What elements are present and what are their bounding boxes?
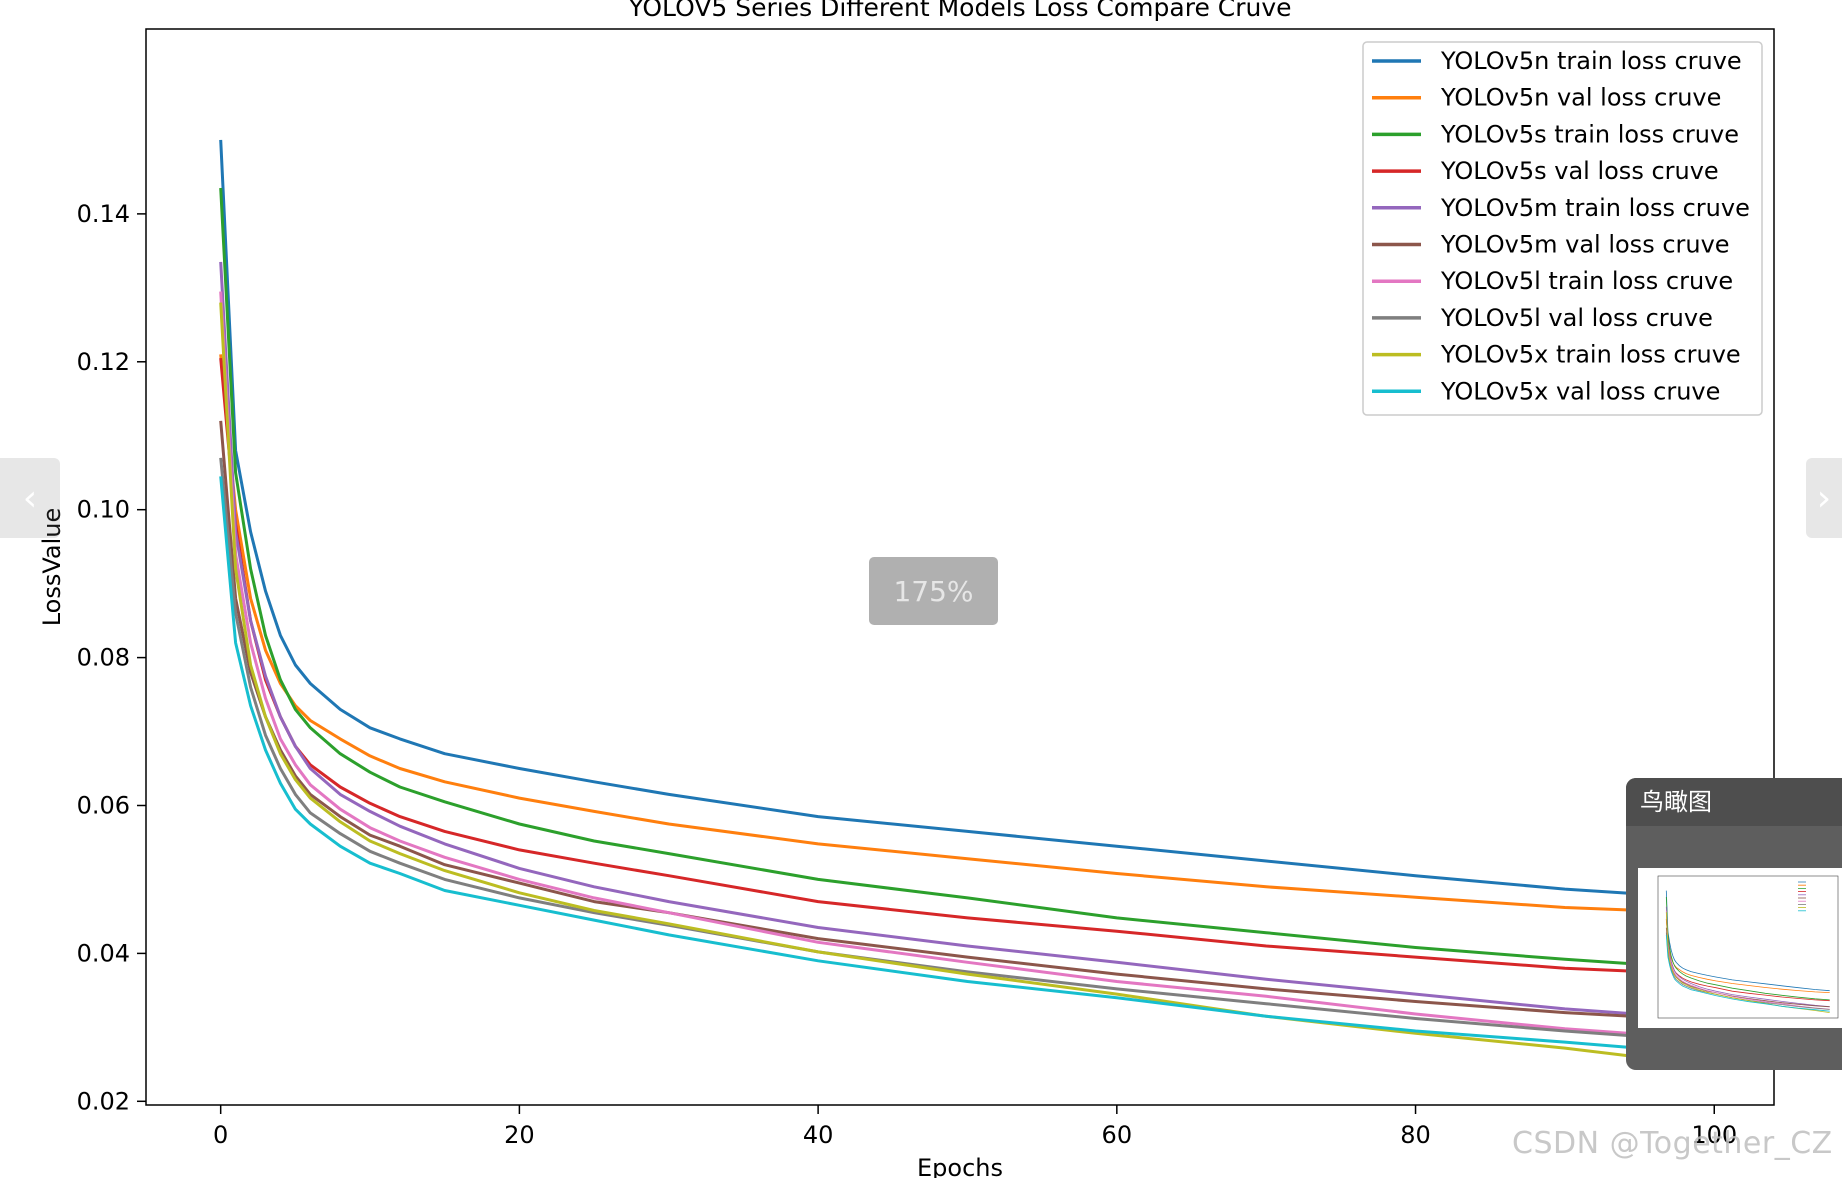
chart-title: YOLOV5 Series Different Models Loss Comp… bbox=[627, 0, 1291, 22]
zoom-level-text: 175% bbox=[893, 574, 974, 608]
next-image-button[interactable]: › bbox=[1806, 458, 1842, 538]
legend-entry-label: YOLOv5n val loss cruve bbox=[1440, 84, 1721, 112]
x-tick-label: 80 bbox=[1400, 1121, 1431, 1149]
legend-entry-label: YOLOv5m train loss cruve bbox=[1440, 194, 1750, 222]
overview-thumbnail-chart bbox=[1657, 875, 1839, 1019]
y-tick-label: 0.02 bbox=[77, 1087, 130, 1115]
plot-frame bbox=[145, 28, 1775, 1106]
thumb-series-line-1 bbox=[1665, 890, 1830, 992]
thumb-series-line-6 bbox=[1665, 927, 1830, 1008]
x-axis-label: Epochs bbox=[917, 1154, 1003, 1178]
series-line-5 bbox=[219, 261, 1700, 1020]
legend-entry-label: YOLOv5m val loss cruve bbox=[1440, 231, 1730, 259]
series-line-6 bbox=[219, 420, 1700, 1022]
y-tick-label: 0.04 bbox=[77, 939, 130, 967]
series-line-7 bbox=[219, 291, 1700, 1040]
thumb-series-line-3 bbox=[1665, 896, 1830, 1001]
legend-entry-label: YOLOv5s val loss cruve bbox=[1440, 157, 1719, 185]
zoom-level-badge: 175% bbox=[869, 557, 998, 625]
series-lines bbox=[219, 139, 1700, 1066]
y-tick-label: 0.14 bbox=[77, 200, 130, 228]
overview-thumbnail[interactable] bbox=[1638, 868, 1842, 1028]
x-tick-label: 40 bbox=[803, 1121, 834, 1149]
legend: YOLOv5n train loss cruve YOLOv5n val loss… bbox=[1362, 41, 1763, 416]
thumb-series-line-10 bbox=[1665, 934, 1830, 1012]
thumb-frame bbox=[1657, 875, 1839, 1019]
legend-entry-label: YOLOv5x train loss cruve bbox=[1440, 341, 1741, 369]
legend-entry-label: YOLOv5s train loss cruve bbox=[1440, 120, 1739, 148]
series-line-3 bbox=[219, 187, 1700, 970]
series-line-10 bbox=[219, 476, 1700, 1055]
series-line-1 bbox=[219, 139, 1700, 900]
thumb-series-line-7 bbox=[1665, 910, 1830, 1010]
y-axis-label: LossValue bbox=[38, 508, 66, 627]
series-line-9 bbox=[219, 302, 1700, 1066]
chevron-left-icon: ‹ bbox=[22, 477, 38, 519]
overview-panel[interactable]: 鸟瞰图 bbox=[1626, 778, 1842, 1070]
previous-image-button[interactable]: ‹ bbox=[0, 458, 60, 538]
legend-entry-label: YOLOv5l train loss cruve bbox=[1440, 267, 1733, 295]
thumb-series-line-8 bbox=[1665, 932, 1830, 1010]
y-tick-label: 0.12 bbox=[77, 348, 130, 376]
x-tick-label: 100 bbox=[1691, 1121, 1737, 1149]
legend-entry-label: YOLOv5x val loss cruve bbox=[1440, 377, 1720, 405]
x-tick-label: 20 bbox=[504, 1121, 535, 1149]
x-tick-label: 60 bbox=[1102, 1121, 1133, 1149]
chevron-right-icon: › bbox=[1816, 477, 1832, 519]
x-tick-label: 0 bbox=[213, 1121, 228, 1149]
y-tick-label: 0.10 bbox=[77, 496, 130, 524]
watermark: CSDN @Together_CZ bbox=[1512, 1126, 1833, 1161]
overview-title: 鸟瞰图 bbox=[1626, 778, 1842, 826]
series-line-2 bbox=[219, 354, 1700, 915]
y-tick-label: 0.08 bbox=[77, 644, 130, 672]
axis-ticks: 0 20 40 60 80 100 0.02 0.04 0.06 0.08 0.10 0.12 0.14 bbox=[77, 200, 1738, 1149]
legend-box bbox=[1362, 41, 1763, 416]
legend-entry-label: YOLOv5l val loss cruve bbox=[1440, 304, 1713, 332]
y-tick-label: 0.06 bbox=[77, 791, 130, 819]
thumb-series-line-2 bbox=[1665, 918, 1830, 993]
series-line-8 bbox=[219, 457, 1700, 1043]
thumb-series-line-5 bbox=[1665, 906, 1830, 1007]
legend-entry-label: YOLOv5n train loss cruve bbox=[1440, 47, 1742, 75]
